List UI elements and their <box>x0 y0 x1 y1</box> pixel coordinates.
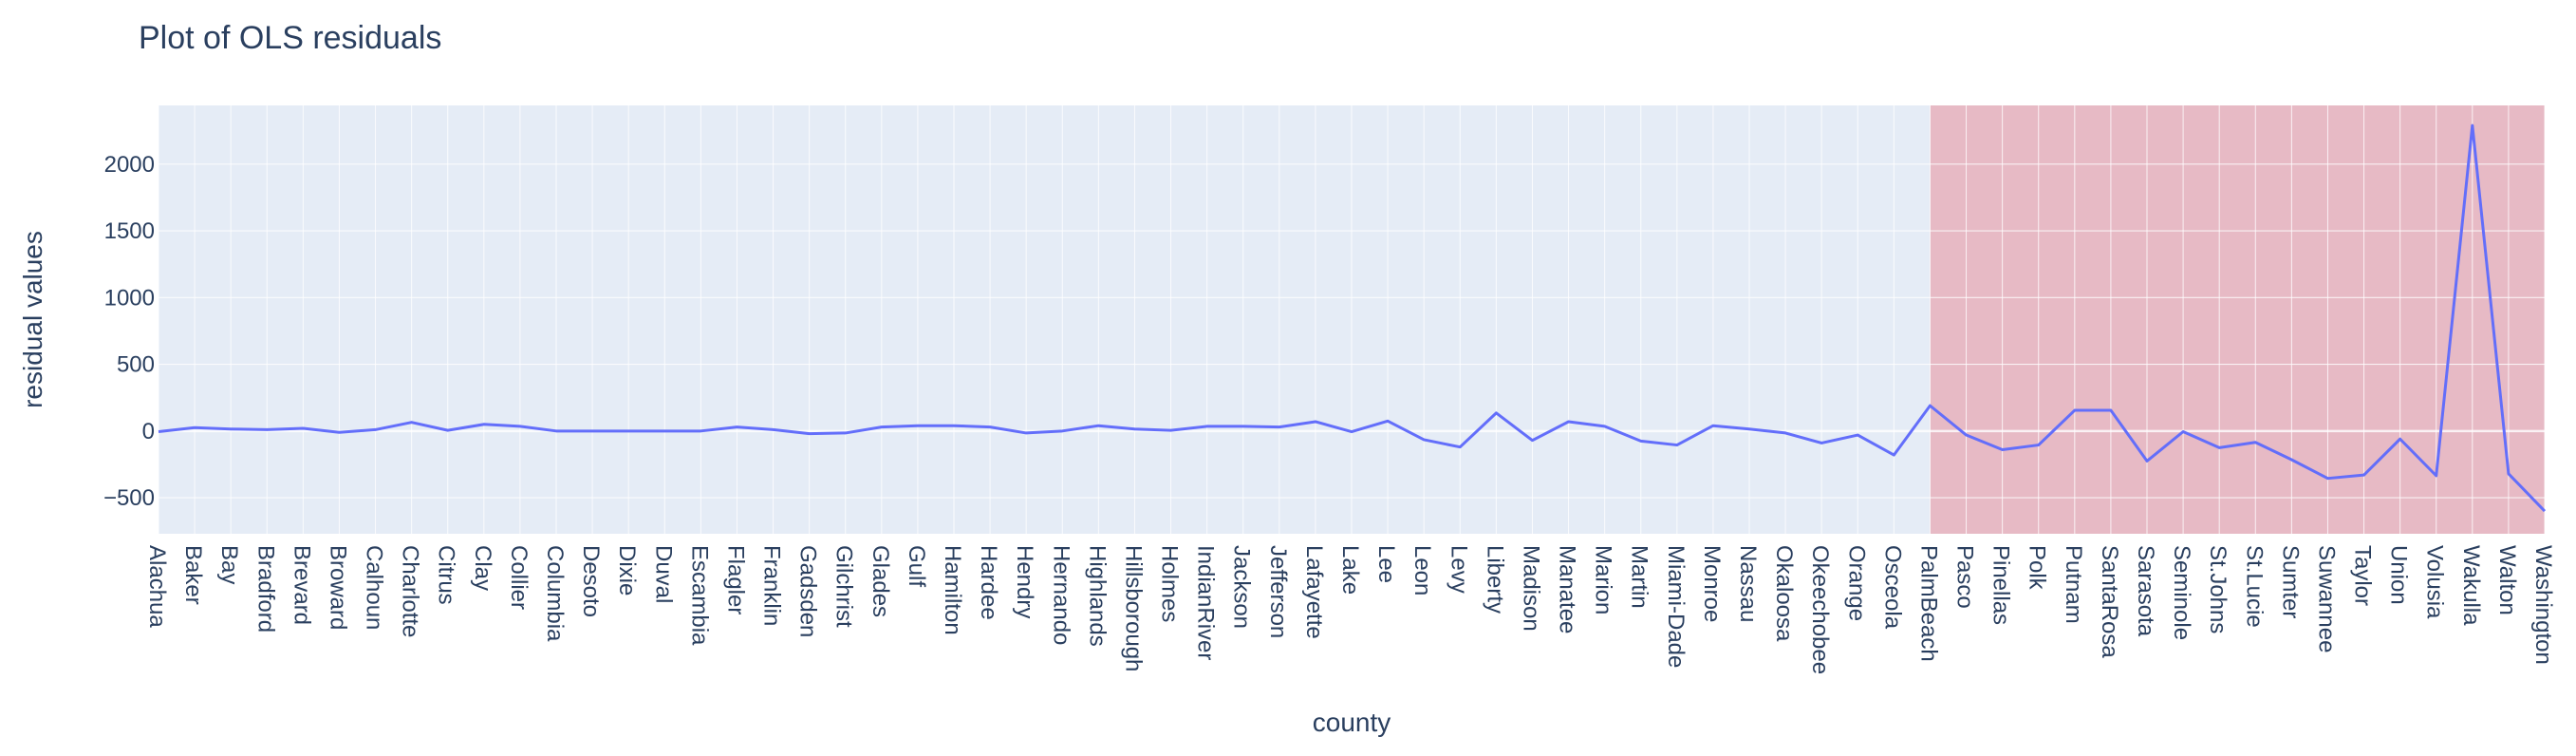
x-tick-label: IndianRiver <box>1193 545 1219 660</box>
y-tick-label: 0 <box>142 419 155 444</box>
x-tick-label: Miami-Dade <box>1663 545 1689 668</box>
x-tick-label: Monroe <box>1699 545 1725 622</box>
x-tick-label: Pasco <box>1952 545 1978 609</box>
x-tick-label: Washington <box>2530 545 2556 665</box>
highlight-region <box>1930 105 2545 534</box>
x-tick-label: Calhoun <box>362 545 387 630</box>
x-tick-label: Leon <box>1409 545 1435 595</box>
x-tick-label: Madison <box>1518 545 1543 632</box>
x-tick-label: Walton <box>2494 545 2520 615</box>
x-tick-label: Jackson <box>1229 545 1255 629</box>
x-tick-label: Hillsborough <box>1120 545 1146 671</box>
x-tick-label: Glades <box>868 545 893 617</box>
y-axis-title: residual values <box>18 231 47 408</box>
y-tick-label: −500 <box>103 485 155 511</box>
x-tick-label: Lee <box>1373 545 1399 583</box>
series-line <box>158 123 2547 513</box>
x-tick-label: Manatee <box>1555 545 1580 633</box>
x-tick-label: Gilchrist <box>831 545 857 628</box>
x-tick-label: Osceola <box>1879 545 1905 630</box>
x-tick-label: Collier <box>506 545 532 610</box>
x-tick-label: Wakulla <box>2458 545 2484 626</box>
x-tick-label: Columbia <box>542 545 568 642</box>
x-tick-label: Brevard <box>289 545 314 625</box>
x-tick-label: Sumter <box>2277 545 2303 618</box>
y-tick-label: 2000 <box>104 152 155 178</box>
x-tick-label: Volusia <box>2422 545 2448 619</box>
x-tick-label: Marion <box>1591 545 1616 614</box>
x-tick-labels: Alachua Baker Bay Bradford Brevard Broward Cal… <box>144 545 2556 674</box>
y-tick-label: 500 <box>117 352 155 378</box>
x-tick-label: Liberty <box>1482 545 1507 614</box>
x-tick-label: Holmes <box>1157 545 1183 622</box>
x-tick-label: St.Johns <box>2205 545 2231 633</box>
x-tick-label: Polk <box>2025 545 2050 591</box>
x-tick-label: Orange <box>1843 545 1869 621</box>
x-tick-label: Lafayette <box>1301 545 1327 639</box>
x-tick-label: Jefferson <box>1265 545 1291 638</box>
y-tick-label: 1000 <box>104 285 155 311</box>
x-tick-label: Pinellas <box>1988 545 2014 625</box>
x-tick-label: Flagler <box>722 545 748 614</box>
x-tick-label: Desoto <box>578 545 604 617</box>
x-tick-label: St.Lucie <box>2241 545 2267 628</box>
x-tick-label: Okaloosa <box>1771 545 1797 642</box>
x-tick-label: Sarasota <box>2133 545 2158 637</box>
x-tick-label: Gulf <box>904 545 929 587</box>
x-tick-label: Nassau <box>1735 545 1761 622</box>
x-tick-label: Bradford <box>252 545 278 633</box>
x-gridlines <box>158 105 2546 534</box>
y-tick-label: 1500 <box>104 218 155 244</box>
x-tick-label: Martin <box>1627 545 1652 609</box>
x-tick-label: Putnam <box>2061 545 2086 624</box>
x-tick-label: Hendry <box>1012 545 1037 618</box>
x-tick-label: Baker <box>180 545 206 605</box>
x-tick-label: Escambia <box>686 545 712 646</box>
x-tick-label: Dixie <box>614 545 640 595</box>
x-tick-label: Taylor <box>2350 545 2376 606</box>
x-tick-label: PalmBeach <box>1915 545 1941 662</box>
x-tick-label: Hamilton <box>940 545 965 635</box>
x-axis-title: county <box>1313 708 1391 737</box>
x-tick-label: Alachua <box>144 545 170 628</box>
x-tick-label: Okeechobee <box>1807 545 1833 674</box>
x-tick-label: Hardee <box>976 545 1001 620</box>
x-tick-label: Lake <box>1337 545 1363 595</box>
y-tick-labels: −500 0 500 1000 1500 2000 <box>103 152 155 511</box>
x-tick-label: Citrus <box>434 545 459 605</box>
x-tick-label: Hernando <box>1048 545 1073 645</box>
x-tick-label: Bay <box>216 545 242 584</box>
x-tick-label: SantaRosa <box>2097 545 2122 658</box>
x-tick-label: Clay <box>470 545 495 591</box>
x-tick-label: Union <box>2386 545 2412 605</box>
x-tick-label: Franklin <box>759 545 785 626</box>
chart-title: Plot of OLS residuals <box>139 20 441 56</box>
x-tick-label: Levy <box>1446 545 1471 594</box>
x-tick-label: Highlands <box>1084 545 1110 647</box>
x-tick-label: Gadsden <box>795 545 821 637</box>
x-tick-label: Charlotte <box>398 545 423 637</box>
x-tick-label: Suwannee <box>2313 545 2339 652</box>
x-tick-label: Duval <box>650 545 676 603</box>
x-tick-label: Seminole <box>2169 545 2194 640</box>
x-tick-label: Broward <box>325 545 350 630</box>
